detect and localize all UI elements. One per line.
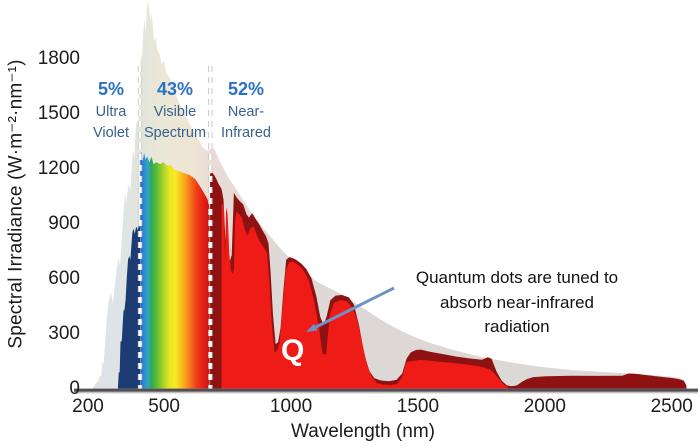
quantum-dot-marker: Q [281, 334, 305, 367]
uv-name-label: Ultra Violet [92, 104, 130, 141]
x-axis-line [74, 388, 698, 392]
x-tick-label: 200 [72, 396, 104, 417]
y-tick-label: 0 [69, 377, 80, 399]
x-tick-label: 1000 [269, 396, 313, 417]
x-tick-label: 2500 [650, 396, 693, 417]
x-axis-title: Wavelength (nm) [291, 421, 435, 442]
uv-percent-label: 5% [97, 79, 125, 99]
y-tick-label: 300 [48, 322, 80, 344]
arrowhead-icon [306, 323, 318, 332]
nir-percent-label: 52% [227, 79, 265, 99]
nir-name-label: Near- Infrared [221, 104, 271, 141]
y-tick-label: 600 [48, 267, 80, 289]
y-axis-title: Spectral Irradiance (W·m⁻²·nm⁻¹) [5, 59, 27, 349]
spectrum-series-layer [92, 0, 687, 389]
quantum-dots-annotation: Quantum dots are tuned to absorb near-in… [415, 268, 619, 336]
visible-name-label: Visible Spectrum [143, 104, 207, 141]
y-tick-label: 900 [48, 212, 80, 234]
y-tick-label: 1200 [37, 157, 80, 179]
annotation-arrow [306, 286, 395, 332]
region-boundary-lines [137, 66, 213, 389]
x-tick-label: 2000 [523, 396, 566, 417]
x-tick-label: 1500 [396, 396, 440, 417]
series-ultraviolet [117, 225, 140, 389]
series-nir-bright-irradiance [221, 203, 509, 389]
series-visible-rainbow [140, 151, 210, 389]
visible-percent-label: 43% [156, 79, 194, 99]
x-axis-shadow [76, 391, 698, 394]
y-tick-label: 1800 [37, 47, 80, 69]
x-tick-label: 500 [148, 396, 180, 417]
y-tick-label: 1500 [37, 102, 80, 124]
